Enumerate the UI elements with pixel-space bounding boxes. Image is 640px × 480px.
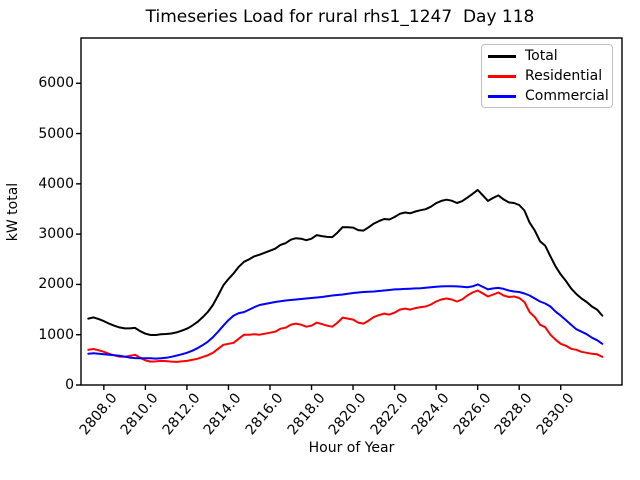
y-tick-label: 4000 [38,175,74,192]
legend: Total Residential Commercial [481,44,613,108]
chart-title: Timeseries Load for rural rhs1_1247 Day … [145,7,535,27]
y-tick-label: 1000 [38,326,74,343]
legend-line-sample [488,94,516,98]
y-tick-label: 2000 [38,276,74,293]
axes-frame [80,37,623,386]
legend-label: Total [525,48,558,64]
legend-label: Commercial [525,88,609,104]
legend-entry: Total [488,48,612,64]
series-line-commercial [87,283,604,360]
legend-entry: Residential [488,68,612,84]
legend-line-sample [488,74,516,78]
y-tick-label: 0 [65,377,74,393]
y-tick-label: 3000 [38,226,74,243]
x-axis-label: Hour of Year [308,440,395,456]
y-tick-label: 5000 [38,125,74,142]
legend-entry: Commercial [488,88,612,104]
y-tick-label: 6000 [38,75,74,92]
legend-line-sample [488,54,516,58]
series-line-residential [87,289,604,363]
legend-label: Residential [525,68,603,84]
series-line-total [87,188,604,336]
